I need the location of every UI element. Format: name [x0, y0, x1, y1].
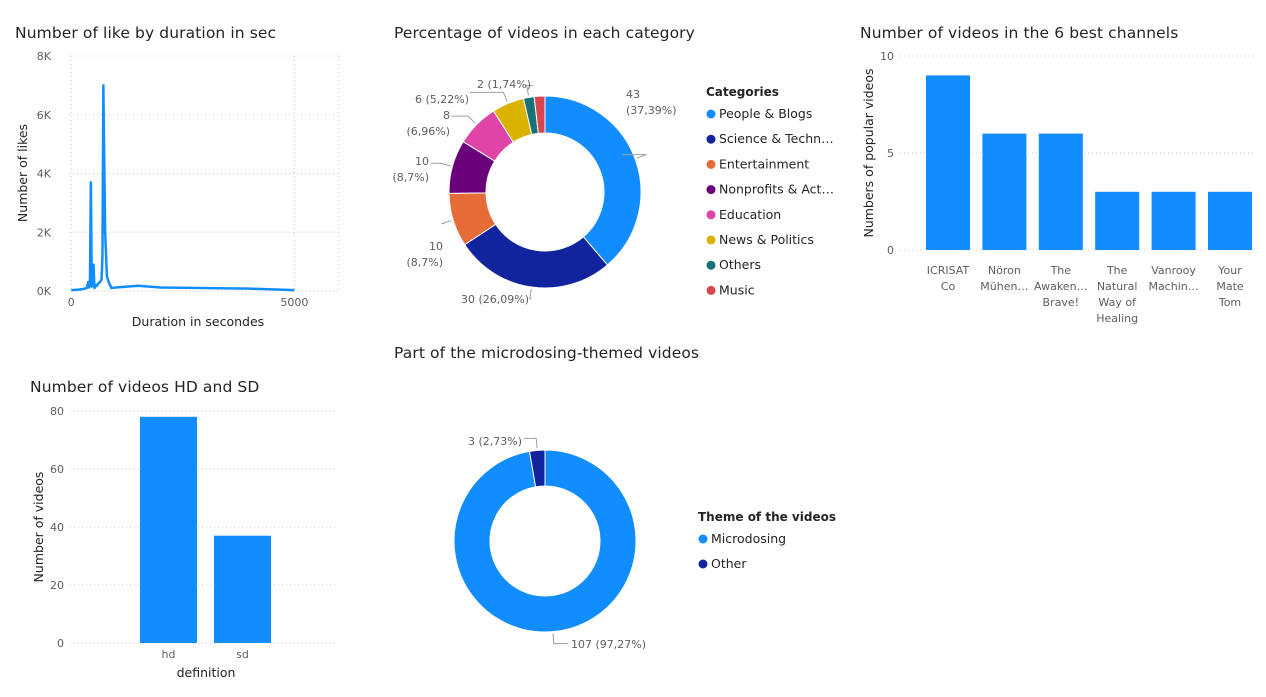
- bar: [982, 133, 1027, 250]
- y-tick-label: 5: [887, 147, 894, 160]
- data-label-leader: [441, 220, 452, 225]
- data-label: 6 (5,22%): [415, 93, 469, 106]
- data-label-leader: [524, 437, 538, 449]
- series-line-likes: [71, 84, 295, 292]
- y-tick-label: 10: [880, 50, 894, 63]
- x-tick-label: hd: [162, 648, 176, 661]
- x-tick-label: The Awaken… Brave!: [1034, 264, 1088, 309]
- bar: [1038, 133, 1083, 250]
- legend-swatch: [706, 109, 716, 119]
- data-label: 10 (8,7%): [406, 240, 443, 269]
- x-tick-label: sd: [236, 648, 249, 661]
- category-donut-chart: 43 (37,39%) 30 (26,09%) 10 (8,7%) 10 (8,7%) 8 (6…: [392, 78, 834, 306]
- x-tick-label: Vanrooy Machin…: [1148, 264, 1198, 293]
- legend-item-label: Others: [719, 257, 761, 272]
- bar: [926, 75, 970, 251]
- legend-swatch: [706, 134, 716, 144]
- legend-swatch: [698, 559, 708, 569]
- legend-swatch: [706, 210, 716, 220]
- category-chart-title: Percentage of videos in each category: [394, 24, 695, 42]
- data-label: 43 (37,39%): [626, 88, 677, 117]
- x-tick-label: 5000: [280, 296, 308, 309]
- donut-slice: [544, 95, 642, 266]
- y-axis-title: Number of videos: [31, 472, 46, 583]
- microdosing-donut-chart: 107 (97,27%) 3 (2,73%) Theme of the videos…: [453, 435, 836, 651]
- y-tick-label: 20: [50, 579, 64, 592]
- hd-chart-title: Number of videos HD and SD: [30, 378, 260, 396]
- hd-chart-visual: Number of videos HD and SD 0 20 40 60 80 hd sd…: [0, 0, 350, 697]
- data-label-leader: [451, 115, 476, 124]
- y-axis-title: Numbers of popular videos: [861, 68, 876, 237]
- legend-title: Categories: [706, 85, 779, 99]
- legend-item-label: Entertainment: [719, 156, 809, 171]
- legend-swatch: [706, 285, 716, 295]
- data-label: 3 (2,73%): [468, 435, 522, 448]
- legend-item-label: Other: [711, 556, 747, 571]
- bar: [1151, 191, 1196, 250]
- data-label-leader: [622, 154, 647, 159]
- likes-line-chart: 0K 2K 4K 6K 8K 0 5000 Duration in secondes Numbe…: [15, 50, 340, 329]
- data-label: 8 (6,96%): [406, 109, 450, 138]
- donut-slice: [453, 449, 637, 633]
- y-axis-title: Number of likes: [15, 124, 30, 222]
- legend-item-label: Education: [719, 207, 781, 222]
- y-tick-label: 80: [50, 405, 64, 418]
- data-label-leader: [529, 288, 532, 300]
- data-label: 10 (8,7%): [392, 155, 429, 184]
- legend-item-label: Music: [719, 282, 755, 297]
- donut-slice: [528, 449, 546, 488]
- bar: [140, 416, 197, 643]
- y-tick-label: 2K: [37, 226, 52, 239]
- legend-swatch: [698, 534, 708, 544]
- bar: [1095, 191, 1140, 250]
- y-tick-label: 8K: [37, 50, 52, 63]
- data-label-leader: [552, 633, 568, 645]
- x-tick-label: The Natural Way of Healing: [1096, 264, 1138, 325]
- y-tick-label: 6K: [37, 109, 52, 122]
- x-tick-label: Your Mate Tom: [1216, 264, 1244, 309]
- legend-item-label: Microdosing: [711, 531, 786, 546]
- x-tick-label: ICRISAT Co: [927, 264, 970, 293]
- legend-item-label: Science & Techn…: [719, 131, 834, 146]
- data-label: 30 (26,09%): [461, 293, 529, 306]
- data-label-leader: [470, 91, 508, 102]
- legend-item-label: People & Blogs: [719, 106, 812, 121]
- y-tick-label: 0: [57, 637, 64, 650]
- microdosing-chart-title: Part of the microdosing-themed videos: [394, 344, 700, 362]
- data-label-leader: [431, 162, 451, 167]
- donut-slice: [533, 95, 546, 134]
- data-label: 2 (1,74%): [477, 78, 531, 91]
- bar: [214, 535, 271, 643]
- channels-chart-title: Number of videos in the 6 best channels: [860, 24, 1179, 42]
- legend-swatch: [706, 235, 716, 245]
- data-label: 107 (97,27%): [571, 638, 646, 651]
- y-tick-label: 4K: [37, 168, 52, 181]
- legend-swatch: [706, 159, 716, 169]
- x-axis-title: Duration in secondes: [132, 314, 264, 329]
- legend-item-label: News & Politics: [719, 232, 814, 247]
- y-tick-label: 0: [887, 244, 894, 257]
- legend-swatch: [706, 185, 716, 195]
- y-tick-label: 0K: [37, 285, 52, 298]
- channels-bar-chart: 0 5 10 ICRISAT Co Nöron Mühen…The Awaken… Brave!…: [861, 50, 1256, 325]
- x-tick-label: Nöron Mühen…: [980, 264, 1028, 293]
- data-label-leader: [526, 85, 533, 96]
- bar: [1208, 191, 1252, 250]
- x-axis-title: definition: [177, 665, 236, 680]
- likes-chart-visual: Number of like by duration in sec 0K 2K 4K…: [0, 0, 350, 340]
- legend-title: Theme of the videos: [698, 510, 836, 524]
- x-tick-label: 0: [68, 296, 75, 309]
- legend-item-label: Nonprofits & Act…: [719, 182, 834, 197]
- likes-chart-title: Number of like by duration in sec: [15, 24, 277, 42]
- legend-swatch: [706, 260, 716, 270]
- y-tick-label: 40: [50, 521, 64, 534]
- channels-chart-visual: Number of videos in the 6 best channels …: [0, 0, 1266, 340]
- category-chart-visual: Percentage of videos in each category 43…: [0, 0, 850, 340]
- y-tick-label: 60: [50, 463, 64, 476]
- microdosing-chart-visual: Part of the microdosing-themed videos 10…: [394, 344, 836, 651]
